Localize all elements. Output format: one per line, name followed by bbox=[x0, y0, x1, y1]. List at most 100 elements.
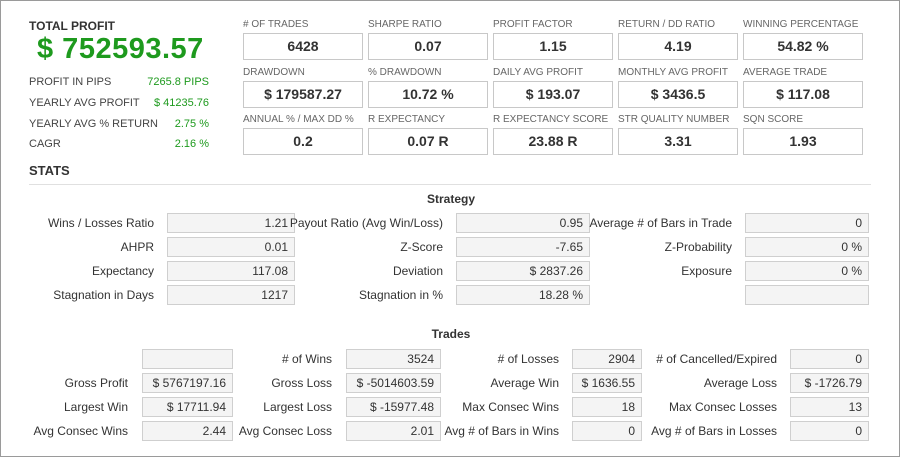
metric-value: 54.82 % bbox=[743, 33, 863, 60]
strategy-label: Wins / Losses Ratio bbox=[47, 216, 154, 230]
trades-label: Largest Win bbox=[63, 400, 128, 414]
yearly-avg-profit-row: YEARLY AVG PROFIT $ 41235.76 bbox=[29, 97, 209, 113]
trades-label: # of Wins bbox=[281, 352, 332, 366]
trades-label: Avg # of Bars in Losses bbox=[651, 424, 777, 438]
metric-label: DRAWDOWN bbox=[243, 67, 305, 78]
yearly-avg-return-row: YEARLY AVG % RETURN 2.75 % bbox=[29, 118, 209, 134]
strategy-label: Payout Ratio (Avg Win/Loss) bbox=[289, 216, 443, 230]
metric-label: % DRAWDOWN bbox=[368, 67, 442, 78]
metric-value: 0.07 R bbox=[368, 128, 488, 155]
metric-value: 1.93 bbox=[743, 128, 863, 155]
stat-value: 2.75 % bbox=[174, 118, 209, 130]
metric-value: 0.07 bbox=[368, 33, 488, 60]
metric-value: 3.31 bbox=[618, 128, 738, 155]
trades-label: Max Consec Wins bbox=[462, 400, 559, 414]
strategy-label: AHPR bbox=[120, 240, 154, 254]
stats-divider bbox=[29, 184, 871, 185]
metric-label: R EXPECTANCY SCORE bbox=[493, 114, 609, 125]
metric-average-trade: AVERAGE TRADE $ 117.08 bbox=[743, 66, 863, 108]
trades-value: 2.44 bbox=[142, 421, 233, 441]
metric-value: $ 193.07 bbox=[493, 81, 613, 108]
strategy-value: 0.01 bbox=[167, 237, 295, 257]
strategy-value: 0 bbox=[745, 213, 869, 233]
strategy-value: 18.28 % bbox=[456, 285, 590, 305]
stat-label: CAGR bbox=[29, 138, 61, 150]
metric-value: $ 179587.27 bbox=[243, 81, 363, 108]
trades-label: Gross Profit bbox=[64, 376, 128, 390]
metric-label: SQN SCORE bbox=[743, 114, 804, 125]
strategy-value: 1.21 bbox=[167, 213, 295, 233]
metric-value: 6428 bbox=[243, 33, 363, 60]
metric-percent-drawdown: % DRAWDOWN 10.72 % bbox=[368, 66, 488, 108]
metric-value: $ 3436.5 bbox=[618, 81, 738, 108]
stat-label: PROFIT IN PIPS bbox=[29, 76, 112, 88]
metric-label: RETURN / DD RATIO bbox=[618, 19, 716, 30]
trades-value: 0 bbox=[790, 421, 869, 441]
metric-label: # OF TRADES bbox=[243, 19, 309, 30]
metric-trades: # OF TRADES 6428 bbox=[243, 18, 363, 60]
metric-winning-percentage: WINNING PERCENTAGE 54.82 % bbox=[743, 18, 863, 60]
metric-value: 1.15 bbox=[493, 33, 613, 60]
trades-label: # of Losses bbox=[497, 352, 559, 366]
strategy-label: Deviation bbox=[392, 264, 443, 278]
trades-value: 3524 bbox=[346, 349, 441, 369]
strategy-value: 0 % bbox=[745, 237, 869, 257]
trades-value: 2904 bbox=[572, 349, 642, 369]
trades-value: $ -1726.79 bbox=[790, 373, 869, 393]
metric-value: 10.72 % bbox=[368, 81, 488, 108]
strategy-value: -7.65 bbox=[456, 237, 590, 257]
strategy-label: Average # of Bars in Trade bbox=[589, 216, 732, 230]
strategy-heading: Strategy bbox=[426, 192, 476, 206]
strategy-value: 1217 bbox=[167, 285, 295, 305]
strategy-value: $ 2837.26 bbox=[456, 261, 590, 281]
trades-value: 0 bbox=[572, 421, 642, 441]
trades-value: 18 bbox=[572, 397, 642, 417]
metric-annual-max-dd: ANNUAL % / MAX DD % 0.2 bbox=[243, 113, 363, 155]
stat-label: YEARLY AVG PROFIT bbox=[29, 97, 140, 109]
stat-value: $ 41235.76 bbox=[153, 97, 209, 109]
stat-value: 2.16 % bbox=[174, 138, 209, 150]
metric-r-expectancy: R EXPECTANCY 0.07 R bbox=[368, 113, 488, 155]
metric-label: SHARPE RATIO bbox=[368, 19, 442, 30]
metric-label: MONTHLY AVG PROFIT bbox=[618, 67, 729, 78]
metric-monthly-avg-profit: MONTHLY AVG PROFIT $ 3436.5 bbox=[618, 66, 738, 108]
trades-value: 0 bbox=[790, 349, 869, 369]
trades-value bbox=[142, 349, 233, 369]
trades-value: $ -5014603.59 bbox=[346, 373, 441, 393]
trades-value: $ -15977.48 bbox=[346, 397, 441, 417]
trades-value: 2.01 bbox=[346, 421, 441, 441]
trades-heading: Trades bbox=[431, 327, 471, 341]
metric-sqn-score: SQN SCORE 1.93 bbox=[743, 113, 863, 155]
metric-label: R EXPECTANCY bbox=[368, 114, 446, 125]
strategy-label: Z-Score bbox=[400, 240, 443, 254]
metric-return-dd-ratio: RETURN / DD RATIO 4.19 bbox=[618, 18, 738, 60]
trades-value: $ 17711.94 bbox=[142, 397, 233, 417]
trades-label: Gross Loss bbox=[271, 376, 332, 390]
metric-sharpe-ratio: SHARPE RATIO 0.07 bbox=[368, 18, 488, 60]
cagr-row: CAGR 2.16 % bbox=[29, 138, 209, 154]
trades-label: Max Consec Losses bbox=[668, 400, 777, 414]
trades-value: $ 5767197.16 bbox=[142, 373, 233, 393]
metric-label: DAILY AVG PROFIT bbox=[493, 67, 584, 78]
metric-str-quality-number: STR QUALITY NUMBER 3.31 bbox=[618, 113, 738, 155]
metric-r-expectancy-score: R EXPECTANCY SCORE 23.88 R bbox=[493, 113, 613, 155]
trades-label: Average Loss bbox=[703, 376, 777, 390]
trades-label: Average Win bbox=[490, 376, 559, 390]
trades-value: 13 bbox=[790, 397, 869, 417]
metric-value: 0.2 bbox=[243, 128, 363, 155]
strategy-label: Exposure bbox=[681, 264, 732, 278]
stat-label: YEARLY AVG % RETURN bbox=[29, 118, 158, 130]
metric-label: STR QUALITY NUMBER bbox=[618, 114, 730, 125]
strategy-label: Z-Probability bbox=[664, 240, 732, 254]
metric-label: PROFIT FACTOR bbox=[493, 19, 573, 30]
trades-label: Avg Consec Wins bbox=[33, 424, 128, 438]
metric-profit-factor: PROFIT FACTOR 1.15 bbox=[493, 18, 613, 60]
metric-value: 23.88 R bbox=[493, 128, 613, 155]
strategy-value: 117.08 bbox=[167, 261, 295, 281]
strategy-value: 0 % bbox=[745, 261, 869, 281]
trades-label: Largest Loss bbox=[263, 400, 332, 414]
stat-value: 7265.8 PIPS bbox=[147, 76, 209, 88]
strategy-value: 0.95 bbox=[456, 213, 590, 233]
metric-label: ANNUAL % / MAX DD % bbox=[243, 114, 354, 125]
